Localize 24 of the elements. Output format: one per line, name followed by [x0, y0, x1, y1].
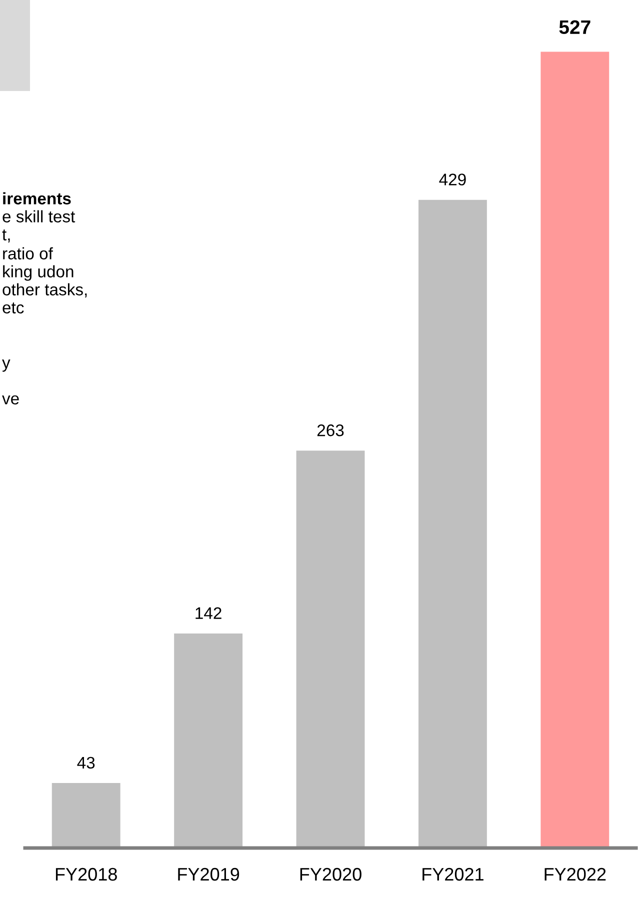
x-tick-label: FY2019 [178, 868, 240, 881]
text: t, [2, 230, 10, 242]
x-tick-label: FY2021 [422, 868, 484, 881]
data-label: 527 [559, 20, 590, 34]
data-label: 43 [77, 756, 95, 769]
bar [296, 450, 365, 848]
annotation: e skill test [2, 210, 76, 222]
x-tick-label: FY2020 [300, 868, 362, 881]
bar [418, 200, 487, 848]
text: y [2, 360, 10, 372]
data-label: 142 [196, 607, 222, 619]
bar [52, 783, 120, 848]
x-tick-label: FY2022 [544, 868, 606, 881]
annotation: ratio of [3, 247, 53, 260]
data-label: 263 [317, 424, 344, 436]
bar [540, 52, 610, 848]
data-label: 429 [439, 174, 466, 186]
x-tick-label: FY2018 [56, 868, 117, 881]
annotation: irements [3, 192, 71, 204]
text: etc [2, 302, 24, 314]
annotation: king udon [3, 265, 74, 281]
annotation: other tasks, [2, 283, 87, 298]
bar [174, 633, 243, 848]
text: ve [2, 395, 19, 404]
